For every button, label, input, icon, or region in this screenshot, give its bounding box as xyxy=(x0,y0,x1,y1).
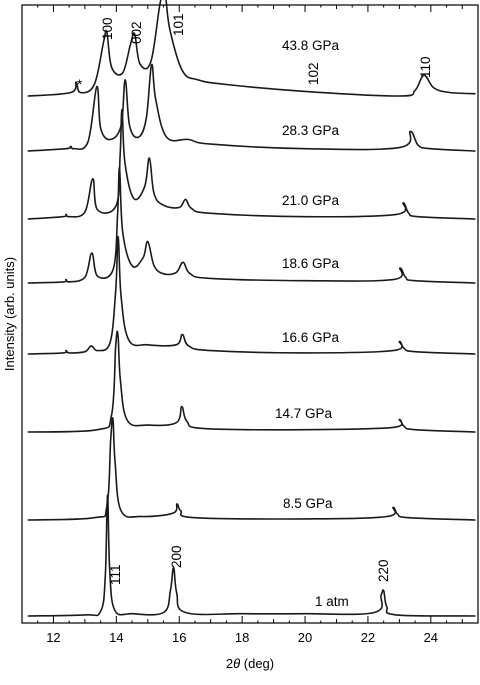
impurity-marker: * xyxy=(77,77,83,92)
peak-label-220: 220 xyxy=(376,559,391,582)
plot-frame xyxy=(21,4,479,624)
trace-18-6-gpa xyxy=(27,167,476,284)
traces-group xyxy=(27,0,476,617)
trace-28-3-gpa xyxy=(27,63,476,152)
y-axis-label: Intensity (arb. units) xyxy=(2,257,17,371)
pressure-label: 18.6 GPa xyxy=(282,256,340,271)
x-tick-label: 12 xyxy=(46,630,60,645)
trace-21-0-gpa xyxy=(27,108,476,220)
peak-label-002: 002 xyxy=(129,21,144,44)
x-tick-label: 16 xyxy=(172,630,186,645)
peak-label-100: 100 xyxy=(100,17,115,40)
pressure-label: 28.3 GPa xyxy=(282,123,340,138)
peak-label-200: 200 xyxy=(169,545,184,568)
pressure-label: 16.6 GPa xyxy=(282,330,340,345)
pressure-label: 14.7 GPa xyxy=(275,406,333,421)
x-tick-label: 24 xyxy=(424,630,438,645)
x-tick-label: 22 xyxy=(361,630,375,645)
peak-label-111: 111 xyxy=(108,564,123,585)
x-tick-label: 20 xyxy=(298,630,312,645)
trace-14-7-gpa xyxy=(27,330,476,433)
pressure-label: 8.5 GPa xyxy=(283,496,333,511)
x-axis: 12 14 16 18 20 22 24 xyxy=(21,5,479,645)
trace-43-8-gpa xyxy=(27,0,476,97)
x-tick-label: 14 xyxy=(109,630,123,645)
pressure-label: 43.8 GPa xyxy=(282,38,340,53)
x-axis-label: 2θ (deg) xyxy=(226,656,274,671)
peak-label-110: 110 xyxy=(418,56,433,78)
peak-labels-group: 111 200 220 100 002 101 102 110 * xyxy=(77,13,433,585)
x-tick-label: 18 xyxy=(235,630,249,645)
trace-16-6-gpa xyxy=(27,235,476,355)
pressure-labels-group: 1 atm 8.5 GPa 14.7 GPa 16.6 GPa 18.6 GPa 21.0… xyxy=(275,38,349,609)
trace-8-5-gpa xyxy=(27,417,476,521)
pressure-label: 21.0 GPa xyxy=(282,193,340,208)
trace-1-atm xyxy=(27,494,476,617)
pressure-label: 1 atm xyxy=(315,594,349,609)
peak-label-102: 102 xyxy=(306,62,321,85)
peak-label-101: 101 xyxy=(171,13,186,36)
x-axis-label-symbol: θ xyxy=(233,656,240,671)
